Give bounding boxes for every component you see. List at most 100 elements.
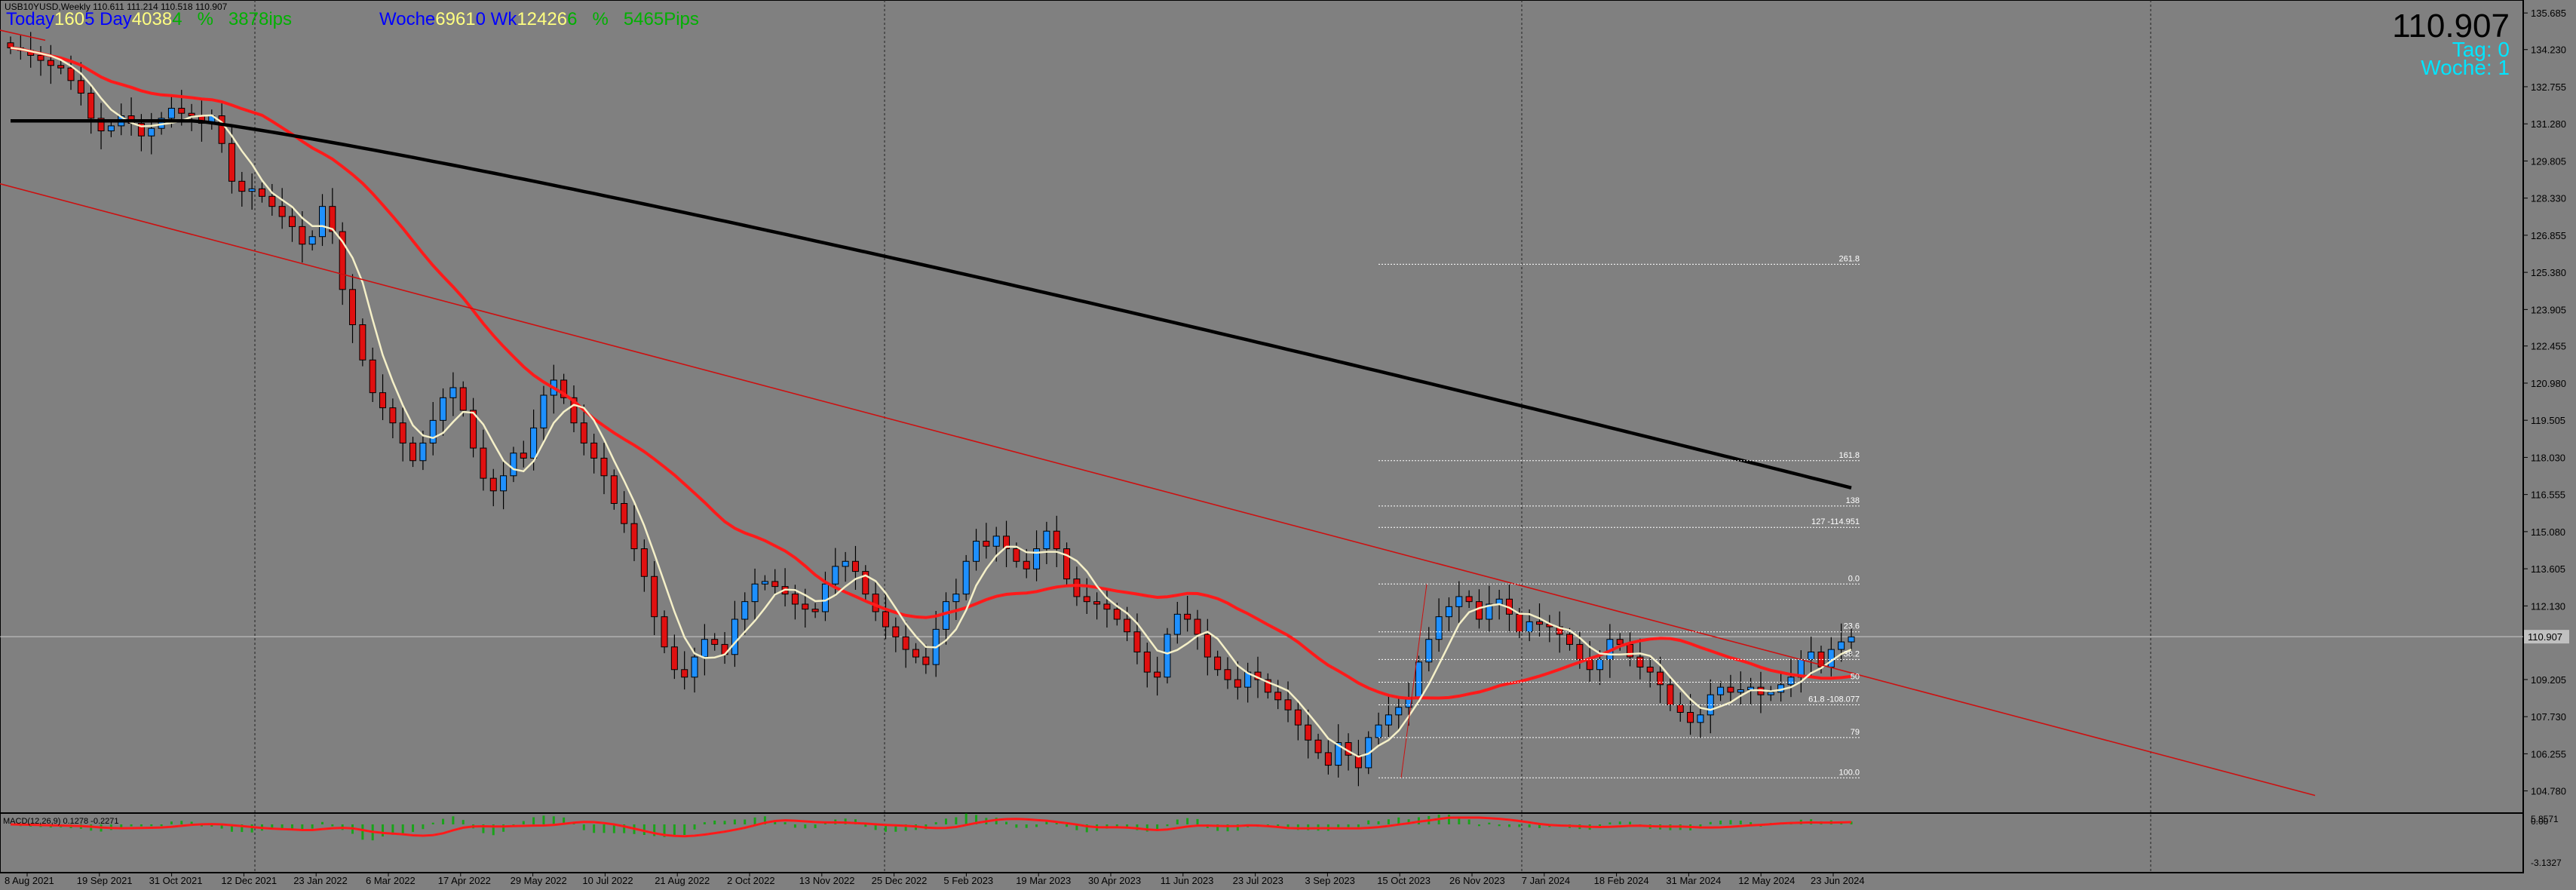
candle-body — [379, 392, 387, 409]
macd-histogram-bar — [532, 817, 535, 824]
candle-body — [449, 387, 457, 398]
macd-histogram-bar — [1498, 824, 1501, 827]
macd-histogram-bar — [190, 821, 193, 824]
chart-frame — [0, 0, 2524, 873]
candle-body — [218, 115, 225, 144]
candle-body — [349, 289, 357, 326]
date-tick-label: 13 Nov 2022 — [799, 875, 855, 886]
candle-body — [1274, 692, 1282, 701]
current-price-label: 110.907 — [2528, 631, 2562, 643]
candle-body — [1435, 616, 1443, 640]
macd-histogram-bar — [1750, 822, 1753, 824]
candle-body — [630, 523, 638, 550]
macd-histogram-bar — [975, 815, 978, 824]
candle-body — [339, 231, 346, 290]
candle-body — [711, 639, 719, 645]
date-tick-label: 6 Mar 2022 — [366, 875, 416, 886]
candle-body — [882, 611, 889, 628]
macd-histogram-bar — [1387, 819, 1390, 824]
candle-body — [1697, 714, 1704, 723]
candle-body — [1164, 634, 1171, 678]
candle-body — [188, 112, 195, 117]
macd-histogram-bar — [1166, 824, 1169, 827]
macd-histogram-bar — [140, 824, 143, 827]
wk-pips: 5465Pips — [623, 9, 699, 29]
candle-body — [731, 618, 738, 655]
candle-body — [570, 397, 578, 424]
candle-body — [1526, 621, 1533, 633]
macd-histogram-bar — [964, 813, 968, 824]
macd-histogram-bar — [733, 819, 736, 824]
price-tick-label: 107.730 — [2531, 711, 2566, 723]
candle-body — [681, 669, 688, 678]
candle-body — [1033, 548, 1041, 569]
candle-body — [1284, 699, 1292, 710]
pct-label: % — [197, 9, 213, 29]
candle-body — [419, 442, 427, 462]
date-tick-label: 19 Sep 2021 — [77, 875, 133, 886]
price-tick-label: 131.280 — [2531, 118, 2566, 130]
fib-level-label: 38.2 — [1844, 649, 1860, 658]
candle-body — [1113, 609, 1121, 620]
candle-body — [610, 475, 618, 504]
macd-histogram-bar — [934, 822, 937, 824]
candle-body — [1294, 709, 1302, 726]
macd-histogram-bar — [422, 824, 425, 830]
candle-body — [489, 477, 497, 492]
candle-body — [560, 379, 568, 398]
macd-histogram-bar — [1467, 819, 1470, 824]
moving-average-slow — [11, 118, 1852, 490]
candle-body — [771, 581, 779, 588]
macd-histogram-bar — [1045, 821, 1048, 824]
price-tick-label: 113.605 — [2531, 563, 2565, 575]
macd-histogram-bar — [1066, 824, 1069, 827]
macd-tick-label: 5.8571 — [2531, 814, 2559, 824]
candles-group — [7, 32, 1855, 787]
date-tick-label: 19 Mar 2023 — [1016, 875, 1071, 886]
candle-body — [973, 541, 980, 562]
macd-histogram-bar — [1629, 821, 1632, 824]
candle-body — [1194, 618, 1201, 635]
price-tick-label: 115.080 — [2531, 526, 2565, 538]
macd-histogram-bar — [1447, 815, 1450, 824]
macd-tick-label: -3.1327 — [2531, 858, 2562, 868]
candle-body — [1214, 656, 1222, 671]
fib-level-label: 0.0 — [1848, 574, 1860, 583]
candle-body — [97, 118, 105, 132]
macd-histogram-bar — [814, 824, 817, 828]
macd-histogram-bar — [673, 824, 676, 837]
candle-body — [137, 123, 145, 137]
candle-body — [761, 581, 768, 585]
fib-level-label: 23.6 — [1844, 622, 1860, 631]
candle-body — [1124, 618, 1131, 633]
candle-body — [1455, 596, 1463, 607]
candle-body — [590, 442, 598, 459]
candle-body — [440, 397, 447, 421]
fibonacci-levels: 261.8 161.8 138 127 -114.951 0.0 23.6 38.2 50 61… — [1378, 254, 1861, 778]
macd-histogram-bar — [1186, 818, 1189, 824]
candle-body — [1848, 636, 1855, 643]
candle-body — [892, 626, 900, 637]
macd-histogram-bar — [250, 824, 253, 833]
date-tick-label: 18 Feb 2024 — [1594, 875, 1649, 886]
price-tick-label: 129.805 — [2531, 155, 2566, 167]
chart-title: USB10YUSD,Weekly 110.611 111.214 110.518… — [5, 2, 228, 12]
candle-body — [811, 609, 819, 612]
macd-histogram-bar — [703, 822, 706, 824]
macd-histogram-bar — [693, 824, 696, 830]
candle-body — [1687, 712, 1694, 723]
macd-histogram-bar — [1729, 820, 1732, 824]
woche-label: Woche — [379, 9, 436, 29]
candle-body — [1767, 692, 1774, 695]
macd-histogram-bar — [793, 824, 796, 828]
tag-woche-panel: Tag: 0 Woche: 1 — [2421, 39, 2510, 78]
price-tick-label: 132.755 — [2531, 81, 2566, 93]
macd-histogram-bar — [1518, 824, 1521, 827]
price-tick-label: 118.030 — [2531, 452, 2565, 463]
candle-body — [288, 216, 296, 227]
macd-histogram-bar — [391, 824, 394, 835]
macd-histogram-bar — [281, 824, 284, 828]
price-tick-label: 106.255 — [2531, 748, 2566, 760]
